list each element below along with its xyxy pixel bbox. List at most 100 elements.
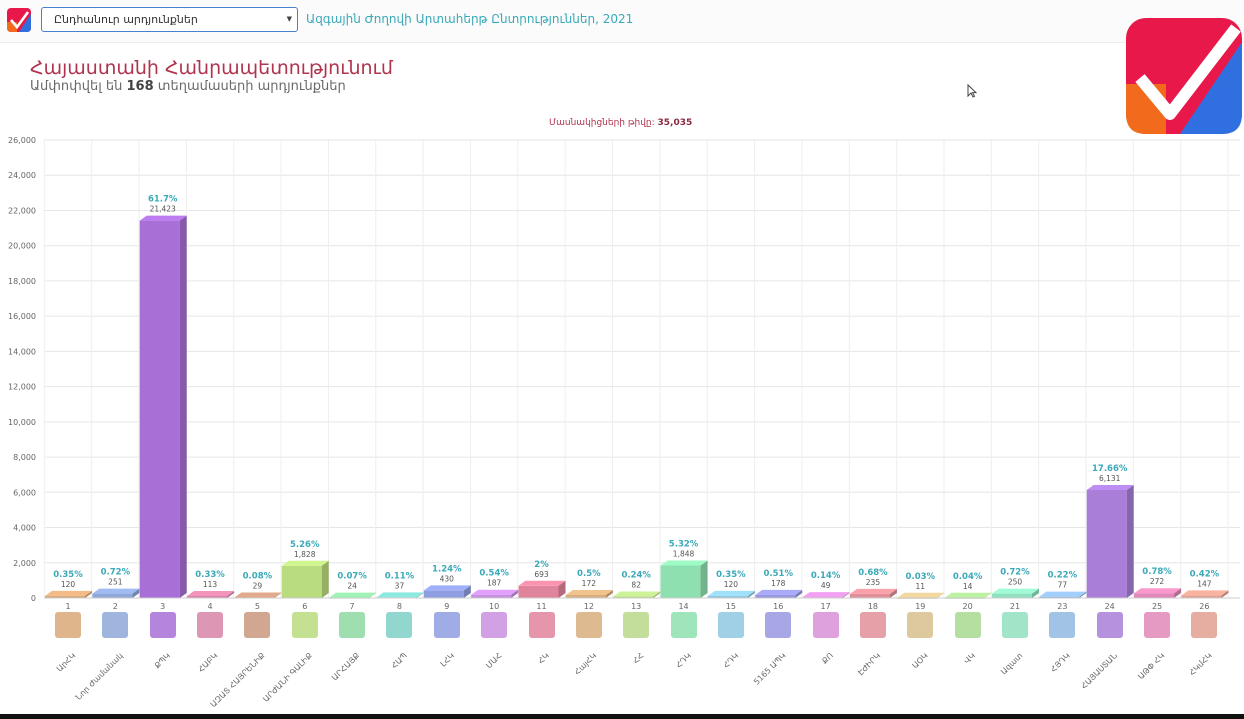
bar-percent-label: 0.03%: [906, 572, 936, 582]
bar-side: [1174, 588, 1182, 598]
logo-green-shield-icon: [812, 612, 839, 638]
logo-orange-square-icon: [55, 612, 81, 638]
bar-side: [558, 580, 566, 598]
y-tick-label: 2,000: [13, 559, 36, 568]
bar-percent-label: 17.66%: [1092, 464, 1128, 474]
bar-number-label: 1: [65, 602, 70, 611]
bar-number-label: 5: [255, 602, 260, 611]
bar-number-label: 15: [726, 602, 736, 611]
logo-banner-icon: [623, 612, 650, 638]
participants-value: 35,035: [657, 118, 693, 128]
bar-top: [897, 592, 945, 598]
bar-percent-label: 0.42%: [1190, 569, 1220, 579]
bar-side: [889, 588, 897, 598]
bar-23: [1039, 591, 1087, 598]
category-label: ԱՐՀԱՅՔ: [330, 651, 361, 682]
bar-side: [605, 589, 613, 598]
bar-percent-label: 0.08%: [243, 571, 273, 581]
results-select-value: Ընդհանուր արդյունքներ: [54, 13, 198, 26]
logo-swoosh-icon: [670, 612, 697, 638]
bar-side: [274, 592, 282, 598]
bar-number-label: 19: [915, 602, 925, 611]
bar-value-label: 82: [631, 581, 641, 590]
bar-number-label: 13: [631, 602, 641, 611]
bar-percent-label: 0.72%: [101, 568, 131, 578]
bar-front: [139, 220, 180, 598]
bar-percent-label: 0.78%: [1142, 567, 1172, 577]
bar-number-label: 21: [1010, 602, 1020, 611]
category-label: ԱՕԿ: [910, 651, 929, 670]
logo-star-icon: [291, 612, 318, 638]
results-select[interactable]: Ընդհանուր արդյունքներ ▼: [41, 7, 298, 32]
bar-4: [187, 591, 235, 598]
bar-front: [423, 590, 464, 598]
bar-top: [944, 592, 992, 598]
bar-value-label: 11: [916, 582, 926, 591]
bar-side: [747, 590, 755, 598]
logo-orange-cross-icon: [575, 612, 602, 638]
logo-thin-text-icon: [859, 612, 886, 638]
bar-front: [1181, 595, 1222, 598]
bar-side: [511, 589, 519, 598]
page-title: Հայաստանի Հանրապետությունում: [30, 57, 393, 79]
category-label: ՀԿ: [536, 651, 551, 666]
mouse-cursor-icon: [967, 84, 977, 98]
election-link[interactable]: Ազգային Ժողովի Արտահերթ Ընտրություններ, …: [306, 12, 634, 26]
category-label: ՎԿ: [962, 651, 977, 666]
category-label: 5165 ԱՊԿ: [752, 651, 788, 687]
bar-top: [707, 590, 755, 596]
bar-number-label: 4: [208, 602, 213, 611]
bar-side: [227, 591, 235, 598]
bar-front: [187, 596, 228, 598]
bar-14: [660, 560, 708, 598]
y-tick-label: 12,000: [8, 383, 36, 392]
brand-logo-icon: [1126, 18, 1242, 134]
bar-18: [849, 588, 897, 598]
bar-side: [1079, 591, 1087, 598]
category-label: ՀԿմՀԿ: [1187, 651, 1213, 677]
bar-21: [992, 588, 1039, 598]
bar-percent-label: 0.07%: [337, 572, 367, 582]
bar-top: [329, 592, 377, 598]
bar-percent-label: 2%: [534, 560, 549, 570]
bar-top: [660, 560, 708, 566]
bar-side: [179, 215, 187, 598]
bar-value-label: 6,131: [1099, 474, 1121, 483]
bar-top: [187, 591, 235, 597]
subtitle-suffix: տեղամասերի արդյունքներ: [157, 79, 346, 94]
y-tick-label: 22,000: [8, 206, 36, 215]
bar-top: [139, 215, 187, 221]
dropdown-arrow-icon: ▼: [286, 15, 292, 23]
bar-top: [1134, 588, 1182, 594]
bar-side: [132, 588, 140, 598]
category-label: ՀԱՅԱՍՏԱՆ: [1079, 651, 1119, 691]
bar-front: [471, 594, 512, 598]
bar-number-label: 8: [397, 602, 402, 611]
logo-text-arhayq-icon: [339, 612, 366, 638]
bar-17: [802, 592, 850, 599]
page-subtitle: Ամփոփվել են 168 տեղամասերի արդյունքներ: [30, 79, 346, 94]
bar-front: [281, 565, 322, 598]
app-logo-icon[interactable]: [7, 8, 31, 32]
bar-number-label: 23: [1057, 602, 1067, 611]
bar-16: [755, 589, 803, 598]
bar-value-label: 77: [1058, 581, 1068, 590]
category-label: Նոր Ժամանակ: [74, 651, 125, 702]
bar-number-label: 24: [1105, 602, 1115, 611]
bar-1: [45, 590, 92, 598]
bar-side: [1032, 588, 1039, 598]
bar-value-label: 120: [724, 580, 739, 589]
bar-number-label: 11: [536, 602, 546, 611]
logo-eagle-icon: [197, 612, 224, 638]
logo-hayastan-icon: [1096, 612, 1123, 638]
bar-top: [471, 589, 519, 595]
bar-percent-label: 0.14%: [811, 571, 841, 581]
bar-front: [1134, 593, 1175, 598]
top-bar: Ընդհանուր արդյունքներ ▼ Ազգային Ժողովի Ա…: [0, 0, 1244, 43]
bar-value-label: 235: [866, 578, 881, 587]
bar-front: [755, 594, 796, 598]
bar-percent-label: 0.11%: [385, 571, 415, 581]
bar-top: [45, 590, 92, 596]
bar-number-label: 6: [302, 602, 307, 611]
participants-count: Մասնակիցների թիվը: 35,035: [549, 118, 692, 128]
